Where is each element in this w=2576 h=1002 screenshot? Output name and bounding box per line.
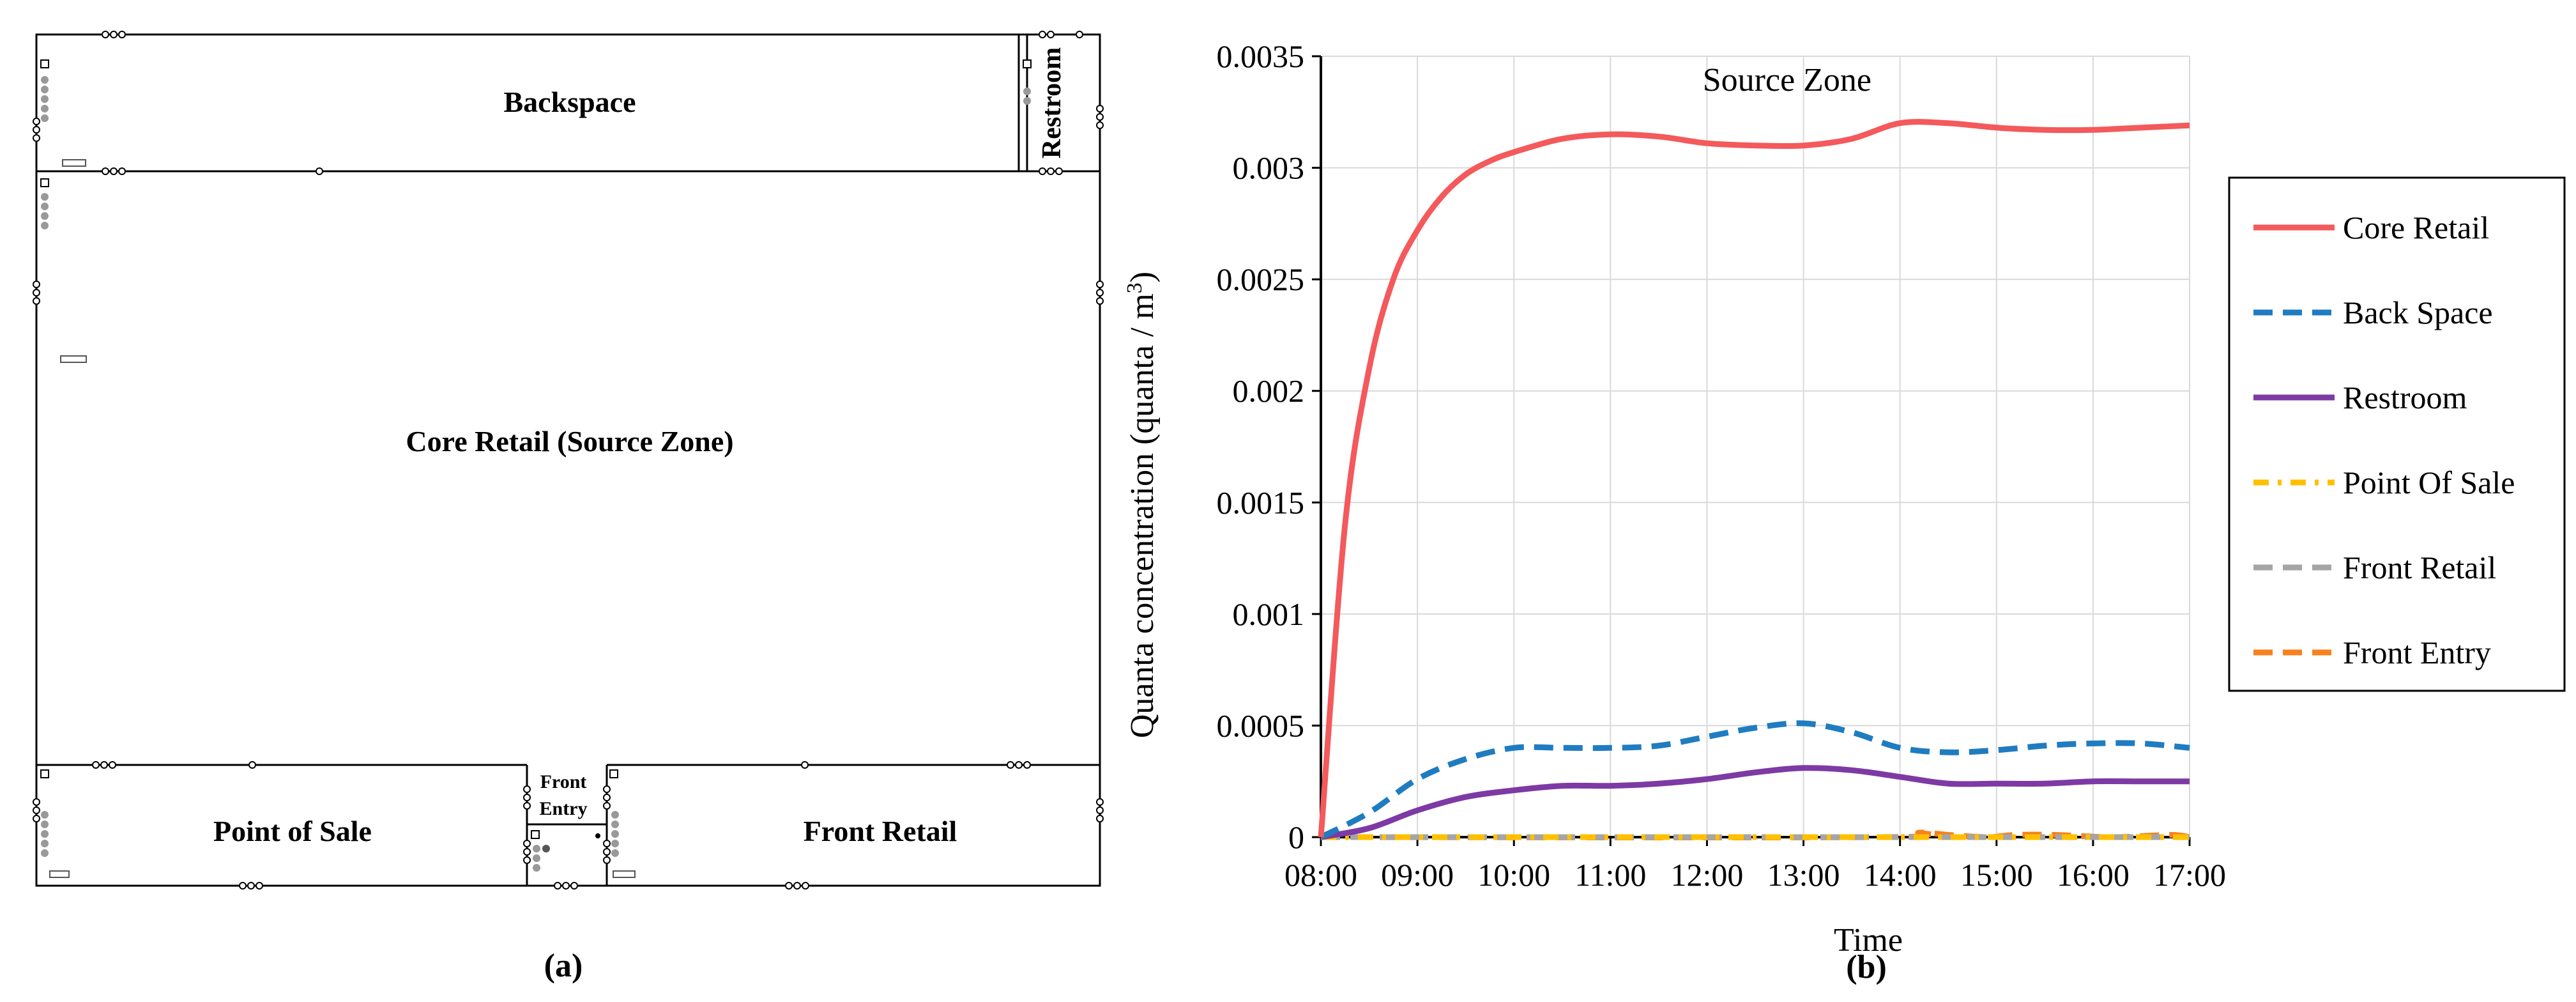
building-outline [35,33,1101,887]
chart-tick-labels: 0 0.0005 0.001 0.0015 0.002 0.0025 0.003 0.0035… [1217,38,2226,893]
legend-label-back-space: Back Space [2343,295,2493,330]
x-tick-label: 08:00 [1284,857,1357,893]
chart-axes [1312,55,2191,846]
x-tick-label: 15:00 [1960,857,2033,893]
chart-legend: Core Retail Back Space Restroom Point Of Sa… [2228,176,2566,692]
x-tick-label: 16:00 [2057,857,2130,893]
x-axis-title: Time [1834,922,1903,959]
x-tick-label: 11:00 [1574,857,1646,893]
backspace-label: Backspace [504,86,636,118]
chart-series [1318,119,2190,841]
source-zone-annotation: Source Zone [1703,62,1871,98]
floor-plan-walls [35,33,1101,887]
series-line-core-retail [1318,119,2190,838]
series-line-back-space [1319,720,2190,840]
y-tick-label: 0.0025 [1217,261,1305,297]
x-tick-label: 09:00 [1381,857,1454,893]
x-tick-label: 12:00 [1670,857,1743,893]
y-tick-label: 0.0035 [1217,38,1305,74]
x-tick-label: 10:00 [1477,857,1550,893]
restroom-label: Restroom [1037,47,1067,158]
y-tick-label: 0.002 [1233,373,1305,409]
x-tick-label: 13:00 [1767,857,1840,893]
point-of-sale-label: Point of Sale [213,815,372,847]
front-retail-label: Front Retail [804,815,957,847]
x-tick-label: 17:00 [2153,857,2226,893]
legend-label-front-entry: Front Entry [2343,635,2491,670]
legend-box [2228,176,2566,692]
front-entry-label-line2: Entry [540,798,588,819]
caption-b: (b) [1846,949,1887,985]
floor-plan: Backspace Restroom Core Retail (Source Z… [33,31,1104,984]
room-labels: Backspace Restroom Core Retail (Source Z… [213,47,1067,847]
y-tick-label: 0.003 [1233,150,1305,186]
core-retail-label: Core Retail (Source Zone) [406,425,733,458]
series-line-front-entry [1320,829,2190,841]
legend-label-point-of-sale: Point Of Sale [2343,465,2515,500]
legend-label-restroom: Restroom [2343,380,2467,415]
chart-grid [1321,56,2190,837]
y-tick-label: 0.0015 [1217,484,1305,520]
y-tick-label: 0 [1288,819,1304,855]
series-line-restroom [1320,765,2190,840]
legend-label-core-retail: Core Retail [2343,210,2489,245]
x-tick-label: 14:00 [1864,857,1937,893]
y-tick-label: 0.0005 [1217,707,1305,743]
front-entry-label-line1: Front [540,771,587,792]
legend-label-front-retail: Front Retail [2343,550,2496,585]
y-tick-label: 0.001 [1233,596,1305,632]
occupant-markers [40,59,1032,878]
airflow-markers [33,31,1104,890]
caption-a: (a) [544,948,583,984]
